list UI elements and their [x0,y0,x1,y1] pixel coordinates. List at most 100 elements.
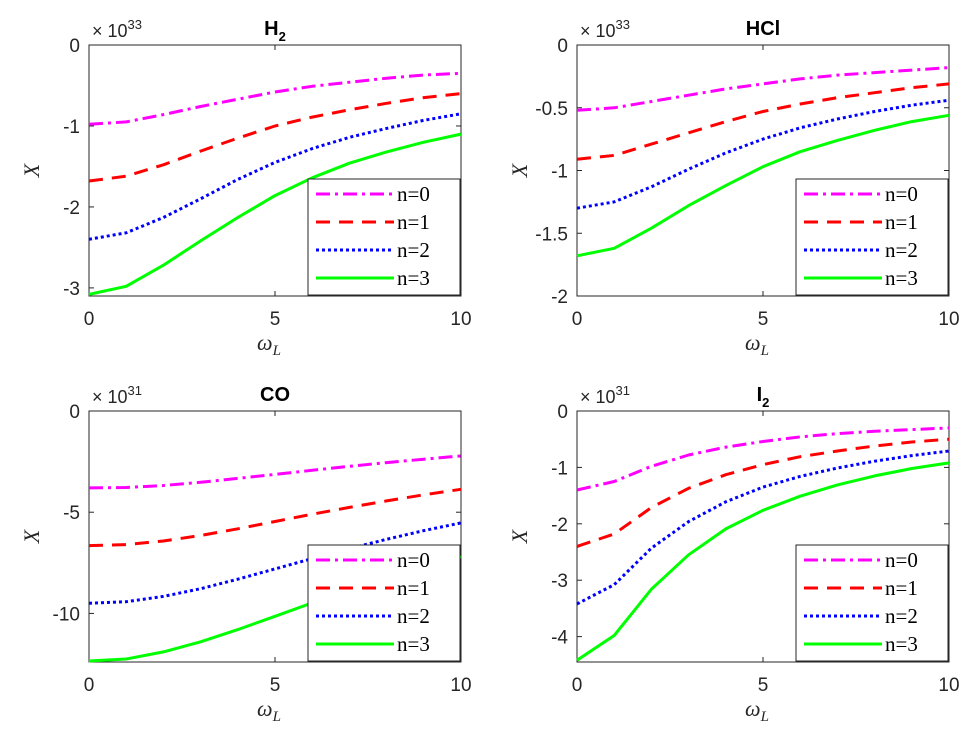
x-tick-label: 0 [84,309,95,330]
series-line-n=2 [576,449,950,606]
x-axis-label-subscript: L [272,709,281,725]
x-tick-label: 0 [84,675,95,696]
y-axis-label: X [507,528,532,544]
panel-title: CO [260,384,290,406]
x-tick-label: 10 [450,675,471,696]
y-tick-label: 0 [69,36,80,57]
x-axis-label: ωL [745,696,769,725]
panel-title: HCl [746,18,780,40]
exponent-base: × 10 [92,21,128,41]
exponent-power: 31 [128,383,142,398]
title-text: H [264,18,278,40]
y-axis-label: X [19,162,44,178]
legend: n=0 n=1 n=2 n=3 [795,178,949,296]
title-text: HCl [746,18,780,40]
exponent-base: × 10 [580,21,616,41]
y-axis-label: X [507,162,532,178]
axis-exponent: × 1031 [580,383,630,407]
series-line-n=1 [88,487,462,548]
series-line-n=3 [576,461,950,662]
x-tick-label: 5 [270,675,281,696]
y-tick-label: 0 [557,36,568,57]
series-line-n=3 [88,132,462,296]
legend-label-n=2: n=2 [885,604,918,628]
legend-label-n=3: n=3 [885,266,918,290]
x-tick-label: 5 [270,309,281,330]
series-line-n=2 [576,98,950,210]
x-tick-label: 5 [758,309,769,330]
title-text: CO [260,384,290,406]
legend-label-n=0: n=0 [885,182,918,206]
panel-2: 0 5 100-0.5-1-1.5-2× 1033 HClXωLn=0n=1n=2n=… [507,17,960,359]
title-text: I [757,384,763,406]
y-tick-label: 0 [69,402,80,423]
y-axis-label: X [19,528,44,544]
y-tick-label: -2 [551,515,568,536]
legend-label-n=1: n=1 [397,576,430,600]
legend-label-n=3: n=3 [397,632,430,656]
legend-label-n=1: n=1 [397,210,430,234]
legend: n=0 n=1 n=2 n=3 [795,544,949,662]
title-subscript: 2 [279,29,286,44]
y-tick-label: -4 [551,628,568,649]
exponent-power: 33 [128,17,142,32]
legend-box [795,178,949,296]
series-line-n=0 [576,66,950,112]
x-axis-label-main: ω [257,330,273,355]
x-axis-label-main: ω [745,330,761,355]
legend-label-n=3: n=3 [397,266,430,290]
series-line-n=1 [88,92,462,183]
y-tick-label: -3 [551,571,568,592]
series-line-n=0 [88,454,462,490]
title-subscript: 2 [762,395,769,410]
axis-exponent: × 1031 [92,383,142,407]
legend-label-n=0: n=0 [885,548,918,572]
y-tick-label: -1 [63,117,80,138]
axis-exponent: × 1033 [580,17,630,41]
legend-label-n=0: n=0 [397,182,430,206]
legend: n=0 n=1 n=2 n=3 [307,544,461,662]
series-line-n=1 [576,437,950,548]
legend-box [307,544,461,662]
axis-exponent: × 1033 [92,17,142,41]
y-tick-label: 0 [557,402,568,423]
x-tick-label: 10 [938,309,959,330]
legend-label-n=2: n=2 [397,238,430,262]
legend-box [307,178,461,296]
x-axis-label-main: ω [745,696,761,721]
exponent-base: × 10 [580,387,616,407]
x-tick-label: 0 [572,675,583,696]
x-tick-label: 5 [758,675,769,696]
x-tick-label: 10 [938,675,959,696]
exponent-power: 31 [616,383,630,398]
legend: n=0 n=1 n=2 n=3 [307,178,461,296]
x-tick-label: 10 [450,309,471,330]
y-tick-label: -1 [551,162,568,183]
y-tick-label: -1 [551,458,568,479]
series-line-n=0 [88,71,462,126]
y-tick-label: -10 [53,604,80,625]
series-line-n=1 [576,82,950,161]
series-line-n=2 [88,112,462,241]
legend-label-n=3: n=3 [885,632,918,656]
legend-label-n=2: n=2 [885,238,918,262]
panel-title: I2 [757,384,770,410]
y-tick-label: -0.5 [535,99,568,120]
x-axis-label-subscript: L [760,343,769,359]
legend-label-n=1: n=1 [885,576,918,600]
legend-label-n=1: n=1 [885,210,918,234]
exponent-base: × 10 [92,387,128,407]
legend-label-n=2: n=2 [397,604,430,628]
x-axis-label: ωL [257,696,281,725]
x-axis-label-subscript: L [760,709,769,725]
series-line-n=2 [88,521,462,605]
y-tick-label: -1.5 [535,224,568,245]
x-axis-label-subscript: L [272,343,281,359]
y-tick-label: -3 [63,279,80,300]
legend-box [795,544,949,662]
y-tick-label: -2 [63,198,80,219]
